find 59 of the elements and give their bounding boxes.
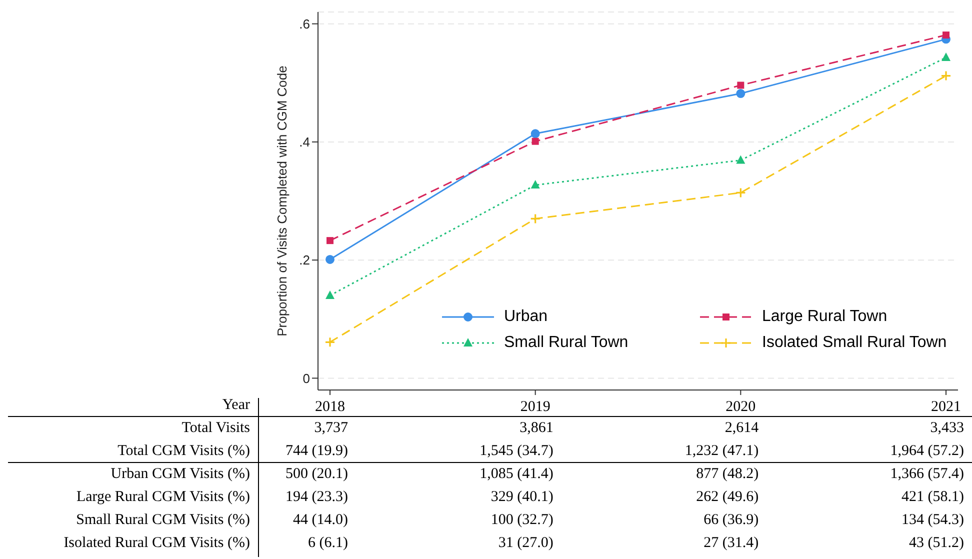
point bbox=[326, 290, 334, 299]
point bbox=[736, 155, 746, 164]
text: 27 (31.4) bbox=[702, 535, 759, 552]
legend-label: Urban bbox=[504, 308, 548, 326]
text: Total CGM Visits (%) bbox=[116, 443, 250, 460]
text: 44 (14.0) bbox=[293, 512, 348, 528]
legend-label: Small Rural Town bbox=[504, 334, 628, 352]
text: Isolated Rural CGM Visits (%) bbox=[62, 535, 250, 552]
y-tick-label: .6 bbox=[299, 16, 310, 32]
x-tick-label: 2021 bbox=[931, 399, 961, 415]
point bbox=[530, 180, 540, 189]
y-tick-label: .4 bbox=[299, 134, 310, 150]
text: 3,737 bbox=[314, 420, 348, 436]
text: 1,964 (57.2) bbox=[889, 443, 964, 460]
point bbox=[942, 32, 950, 39]
y-axis-title: Proportion of Visits Completed with CGM Code bbox=[274, 66, 290, 336]
legend-label: Isolated Small Rural Town bbox=[762, 334, 947, 352]
text: 421 (58.1) bbox=[900, 489, 964, 506]
text: 66 (36.9) bbox=[702, 512, 759, 529]
point bbox=[737, 82, 744, 89]
y-tick-label: 0 bbox=[302, 370, 310, 386]
point bbox=[942, 71, 950, 80]
text: Total Visits bbox=[180, 420, 250, 437]
point bbox=[942, 52, 950, 61]
text: 329 (40.1) bbox=[490, 489, 554, 506]
point bbox=[530, 129, 540, 138]
text: 744 (19.9) bbox=[286, 443, 348, 459]
text: 134 (54.3) bbox=[900, 512, 964, 529]
point bbox=[530, 214, 540, 224]
x-tick-label: 2019 bbox=[520, 399, 550, 415]
x-tick-label: 2018 bbox=[315, 399, 345, 415]
text: 3,861 bbox=[518, 420, 554, 437]
point bbox=[326, 254, 334, 264]
point bbox=[532, 138, 539, 145]
text: 3,433 bbox=[929, 420, 964, 437]
text: 43 (51.2) bbox=[908, 535, 964, 552]
text: 1,366 (57.4) bbox=[889, 466, 964, 483]
legend-label: Large Rural Town bbox=[762, 308, 888, 326]
text: Small Rural CGM Visits (%) bbox=[75, 512, 250, 529]
text: Urban CGM Visits (%) bbox=[110, 466, 250, 483]
text: 500 (20.1) bbox=[286, 466, 348, 482]
text: 6 (6.1) bbox=[308, 535, 348, 551]
point bbox=[326, 237, 334, 244]
text: 262 (49.6) bbox=[695, 489, 759, 506]
x-axis-title: Year bbox=[221, 397, 250, 414]
text: 194 (23.3) bbox=[286, 489, 348, 505]
text: 877 (48.2) bbox=[695, 466, 759, 483]
text: 2,614 bbox=[724, 420, 759, 437]
point bbox=[326, 338, 334, 347]
text: 1,085 (41.4) bbox=[478, 466, 554, 483]
text: 1,232 (47.1) bbox=[684, 443, 759, 460]
point bbox=[736, 89, 746, 98]
x-tick-label: 2020 bbox=[726, 399, 756, 415]
text: 1,545 (34.7) bbox=[478, 443, 554, 460]
text: Large Rural CGM Visits (%) bbox=[75, 489, 250, 506]
text: 100 (32.7) bbox=[490, 512, 554, 529]
text: 31 (27.0) bbox=[497, 535, 554, 552]
point bbox=[736, 188, 746, 198]
y-tick-label: .2 bbox=[299, 252, 310, 268]
